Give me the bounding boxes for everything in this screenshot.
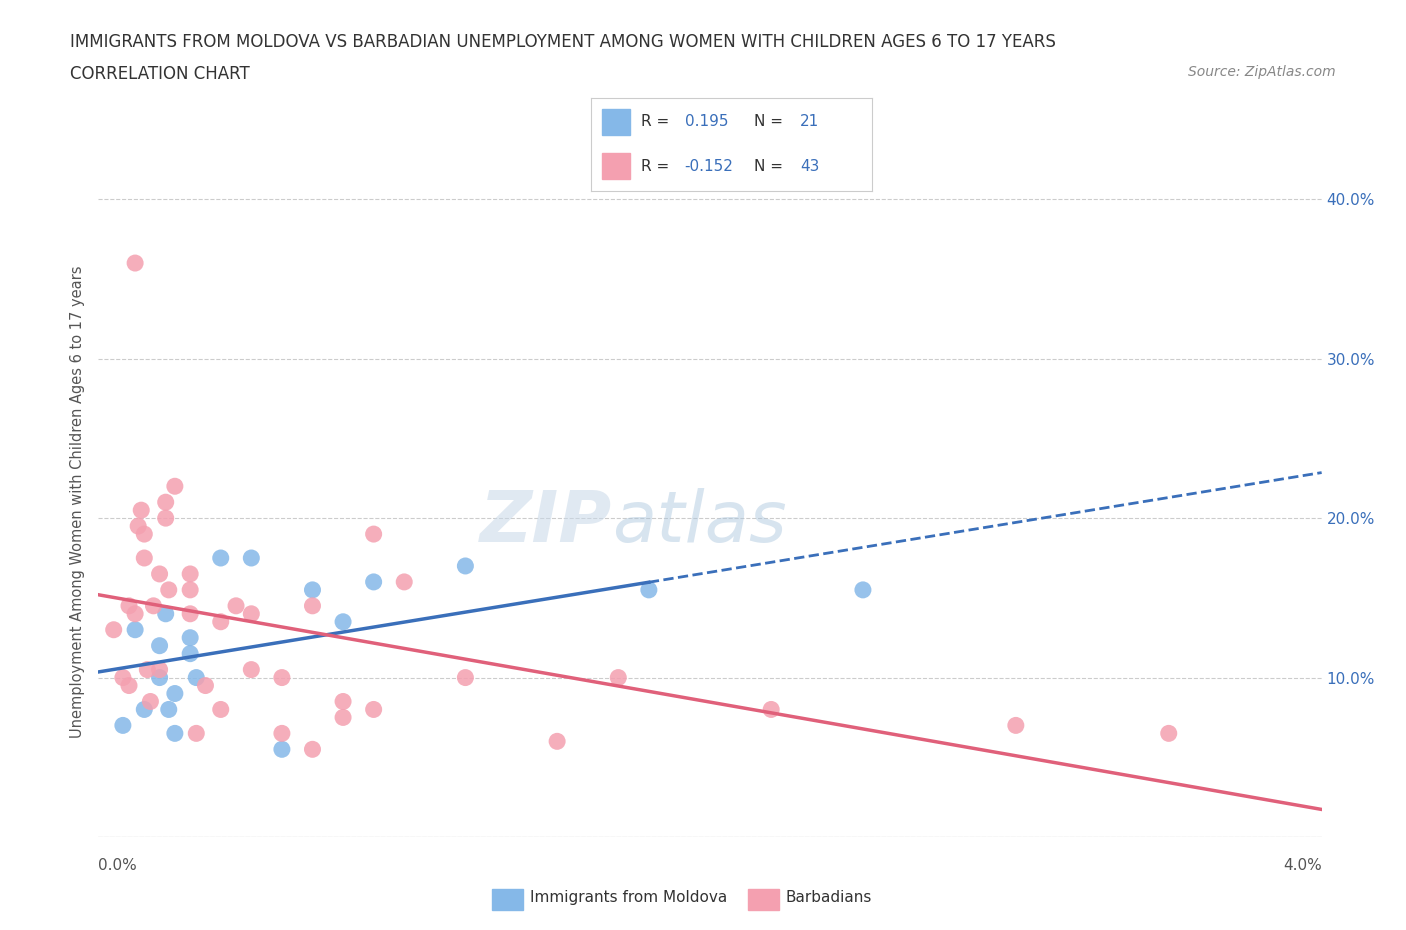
Text: CORRELATION CHART: CORRELATION CHART xyxy=(70,65,250,83)
Text: R =: R = xyxy=(641,113,675,129)
Point xyxy=(301,582,323,597)
Point xyxy=(142,598,165,613)
Text: atlas: atlas xyxy=(612,488,787,557)
Point xyxy=(186,726,208,741)
Point xyxy=(155,606,177,621)
Point xyxy=(124,606,146,621)
Point xyxy=(163,726,186,741)
Bar xyxy=(602,109,630,135)
Point xyxy=(332,710,354,724)
Point xyxy=(134,551,156,565)
Point xyxy=(332,694,354,709)
Text: 43: 43 xyxy=(800,159,820,175)
Point xyxy=(607,671,630,685)
Point xyxy=(129,503,152,518)
Text: N =: N = xyxy=(754,113,787,129)
Point xyxy=(240,606,263,621)
Text: R =: R = xyxy=(641,159,675,175)
Point xyxy=(179,631,201,645)
Text: -0.152: -0.152 xyxy=(685,159,734,175)
Point xyxy=(124,622,146,637)
Point xyxy=(111,671,134,685)
Point xyxy=(157,702,180,717)
Point xyxy=(209,551,232,565)
Point xyxy=(103,622,125,637)
Point xyxy=(332,615,354,630)
Text: 0.195: 0.195 xyxy=(685,113,728,129)
Point xyxy=(124,256,146,271)
Text: N =: N = xyxy=(754,159,787,175)
Point xyxy=(240,551,263,565)
Point xyxy=(363,575,385,590)
Point xyxy=(163,686,186,701)
Point xyxy=(240,662,263,677)
Point xyxy=(118,678,141,693)
Point xyxy=(454,671,477,685)
Point xyxy=(118,598,141,613)
Point xyxy=(363,702,385,717)
Point xyxy=(301,742,323,757)
Point xyxy=(270,671,294,685)
Point xyxy=(209,615,232,630)
Point xyxy=(209,702,232,717)
Point xyxy=(136,662,159,677)
Bar xyxy=(602,153,630,179)
Point xyxy=(392,575,416,590)
Point xyxy=(179,582,201,597)
Point xyxy=(149,671,172,685)
Point xyxy=(127,519,149,534)
Y-axis label: Unemployment Among Women with Children Ages 6 to 17 years: Unemployment Among Women with Children A… xyxy=(70,266,86,738)
Point xyxy=(149,566,172,581)
Text: 4.0%: 4.0% xyxy=(1282,857,1322,872)
Text: ZIP: ZIP xyxy=(479,488,612,557)
Text: Source: ZipAtlas.com: Source: ZipAtlas.com xyxy=(1188,65,1336,79)
Point xyxy=(194,678,217,693)
Point xyxy=(179,646,201,661)
Point xyxy=(270,726,294,741)
Point xyxy=(852,582,875,597)
Point xyxy=(157,582,180,597)
Point xyxy=(134,702,156,717)
Point xyxy=(186,671,208,685)
Point xyxy=(363,526,385,541)
Text: 21: 21 xyxy=(800,113,820,129)
Point xyxy=(179,606,201,621)
Point xyxy=(179,566,201,581)
Point xyxy=(1157,726,1180,741)
Point xyxy=(111,718,134,733)
Point xyxy=(155,511,177,525)
Point xyxy=(270,742,294,757)
Point xyxy=(149,662,172,677)
Text: Barbadians: Barbadians xyxy=(786,890,872,905)
Point xyxy=(163,479,186,494)
Point xyxy=(149,638,172,653)
Text: IMMIGRANTS FROM MOLDOVA VS BARBADIAN UNEMPLOYMENT AMONG WOMEN WITH CHILDREN AGES: IMMIGRANTS FROM MOLDOVA VS BARBADIAN UNE… xyxy=(70,33,1056,50)
Point xyxy=(155,495,177,510)
Text: 0.0%: 0.0% xyxy=(98,857,138,872)
Point xyxy=(134,526,156,541)
Point xyxy=(1004,718,1026,733)
Text: Immigrants from Moldova: Immigrants from Moldova xyxy=(530,890,727,905)
Point xyxy=(759,702,782,717)
Point xyxy=(637,582,661,597)
Point xyxy=(225,598,247,613)
Point xyxy=(454,559,477,574)
Point xyxy=(301,598,323,613)
Point xyxy=(546,734,568,749)
Point xyxy=(139,694,162,709)
